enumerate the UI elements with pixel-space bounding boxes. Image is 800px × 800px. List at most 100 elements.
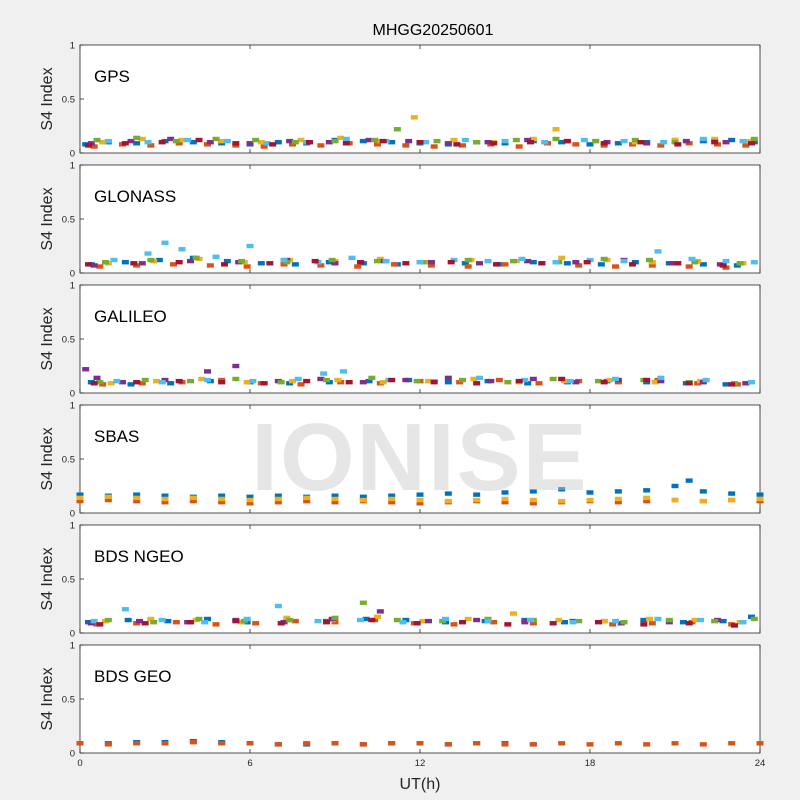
data-point <box>660 140 668 145</box>
data-point <box>444 375 452 381</box>
data-point <box>257 140 265 145</box>
data-point <box>731 623 738 628</box>
data-point <box>198 376 206 382</box>
data-point <box>104 138 112 144</box>
data-point <box>416 497 424 503</box>
data-point <box>580 137 588 143</box>
data-point <box>685 621 693 626</box>
data-point <box>368 375 376 381</box>
data-point <box>260 381 268 386</box>
data-point <box>495 377 503 383</box>
data-point <box>685 381 693 386</box>
series-6 <box>85 258 727 268</box>
data-point <box>311 258 319 264</box>
data-point <box>161 240 169 245</box>
data-point <box>323 377 330 383</box>
data-point <box>614 500 622 505</box>
data-point <box>376 609 384 614</box>
data-point <box>365 137 373 143</box>
data-point <box>96 264 104 269</box>
data-point <box>527 140 534 145</box>
data-point <box>612 618 619 624</box>
plot-area <box>79 164 761 274</box>
data-point <box>147 143 155 148</box>
data-point <box>303 498 311 504</box>
data-point <box>722 258 730 264</box>
data-point <box>413 621 421 626</box>
data-point <box>529 136 537 142</box>
data-point <box>643 488 651 493</box>
data-point <box>402 261 410 266</box>
data-point <box>90 381 98 386</box>
data-point <box>416 501 424 506</box>
x-axis-label: UT(h) <box>400 776 441 793</box>
data-point <box>501 742 509 747</box>
data-point <box>748 141 755 146</box>
data-point <box>699 498 707 504</box>
data-point <box>204 377 211 383</box>
data-point <box>303 495 311 501</box>
data-point <box>187 378 194 384</box>
data-point <box>527 617 534 623</box>
data-point <box>204 616 211 622</box>
data-point <box>442 616 449 622</box>
data-point <box>76 741 84 746</box>
data-point <box>597 262 605 267</box>
data-point <box>501 496 509 502</box>
data-point <box>260 144 268 149</box>
data-point <box>119 380 126 385</box>
data-point <box>133 741 141 746</box>
data-point <box>399 620 407 625</box>
data-point <box>178 137 186 143</box>
series-5 <box>90 603 747 625</box>
data-point <box>671 497 679 503</box>
data-point <box>257 261 265 266</box>
data-point <box>614 496 622 502</box>
data-point <box>682 138 690 144</box>
data-point <box>487 378 495 384</box>
data-point <box>750 616 758 622</box>
data-point <box>93 375 101 381</box>
data-point <box>124 617 132 623</box>
data-point <box>748 380 755 385</box>
data-point <box>459 377 466 383</box>
data-point <box>572 380 580 385</box>
data-point <box>410 115 418 120</box>
data-point <box>444 742 452 747</box>
data-point <box>620 620 628 625</box>
data-point <box>473 492 481 497</box>
data-point <box>212 622 220 627</box>
data-point <box>337 135 345 141</box>
data-point <box>178 247 186 252</box>
data-point <box>102 260 109 265</box>
data-point <box>269 142 277 147</box>
data-point <box>402 377 410 383</box>
data-point <box>243 380 251 385</box>
data-point <box>529 497 537 503</box>
data-point <box>249 378 257 384</box>
data-point <box>189 740 197 745</box>
data-point <box>552 260 560 265</box>
data-point <box>136 618 143 624</box>
x-tick-label: 18 <box>585 758 596 769</box>
data-point <box>291 140 299 145</box>
data-point <box>671 741 679 746</box>
data-point <box>374 258 381 264</box>
data-point <box>640 617 648 623</box>
data-point <box>331 138 339 144</box>
data-point <box>382 258 390 264</box>
data-point <box>699 489 707 494</box>
data-point <box>433 138 441 144</box>
data-point <box>600 380 608 385</box>
data-point <box>668 261 676 266</box>
data-point <box>317 143 325 148</box>
data-point <box>646 257 653 263</box>
data-point <box>629 262 636 267</box>
y-tick-label: 0 <box>70 149 75 160</box>
x-tick-labels: 0 6 12 18 24 <box>77 758 765 769</box>
data-point <box>286 617 294 623</box>
data-point <box>524 381 532 386</box>
data-point <box>529 501 537 506</box>
data-point <box>416 140 424 145</box>
y-tick-label: 1 <box>70 161 75 172</box>
